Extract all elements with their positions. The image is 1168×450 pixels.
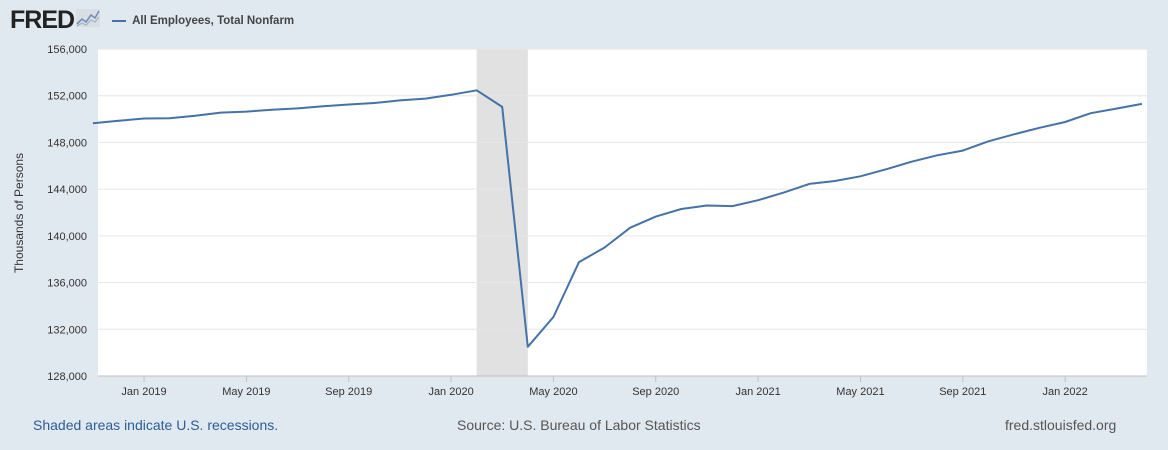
- data-point[interactable]: [808, 183, 810, 185]
- data-point[interactable]: [552, 316, 554, 318]
- plot-background: [98, 49, 1147, 376]
- y-axis: 128,000 132,000 136,000 140,000 144,000 148,0…: [47, 44, 87, 383]
- data-point[interactable]: [527, 346, 529, 348]
- data-point[interactable]: [348, 103, 350, 105]
- x-tick-label: May 2020: [529, 386, 577, 398]
- data-point[interactable]: [987, 140, 989, 142]
- legend-swatch: [112, 20, 127, 22]
- data-point[interactable]: [604, 247, 606, 249]
- data-point[interactable]: [732, 205, 734, 207]
- data-point[interactable]: [450, 94, 452, 96]
- data-point[interactable]: [373, 102, 375, 104]
- source-note: Source: U.S. Bureau of Labor Statistics: [457, 417, 701, 433]
- data-point[interactable]: [92, 122, 94, 124]
- x-tick-label: Jan 2021: [735, 386, 780, 398]
- data-point[interactable]: [885, 168, 887, 170]
- data-point[interactable]: [962, 150, 964, 152]
- data-point[interactable]: [706, 204, 708, 206]
- data-point[interactable]: [911, 161, 913, 163]
- data-point[interactable]: [1090, 112, 1092, 114]
- data-point[interactable]: [1039, 127, 1041, 129]
- data-point[interactable]: [399, 99, 401, 101]
- data-point[interactable]: [143, 117, 145, 119]
- x-tick-label: Jan 2020: [428, 386, 473, 398]
- grid-layer: [98, 48, 1147, 377]
- data-point[interactable]: [322, 105, 324, 107]
- data-point[interactable]: [271, 109, 273, 111]
- y-tick-label: 136,000: [47, 278, 87, 290]
- legend[interactable]: All Employees, Total Nonfarm: [112, 15, 294, 27]
- x-tick-label: Sep 2019: [325, 386, 372, 398]
- y-tick-label: 156,000: [47, 44, 87, 56]
- data-point[interactable]: [1141, 103, 1143, 105]
- data-point[interactable]: [629, 227, 631, 229]
- data-point[interactable]: [680, 208, 682, 210]
- data-point[interactable]: [578, 261, 580, 263]
- data-point[interactable]: [936, 154, 938, 156]
- x-tick-label: Jan 2022: [1042, 386, 1087, 398]
- data-point[interactable]: [834, 180, 836, 182]
- data-point[interactable]: [297, 107, 299, 109]
- site-url[interactable]: fred.stlouisfed.org: [1005, 417, 1117, 433]
- x-tick-label: May 2019: [222, 386, 270, 398]
- data-point[interactable]: [655, 216, 657, 218]
- data-point[interactable]: [1013, 133, 1015, 135]
- x-tick-label: Sep 2020: [632, 386, 679, 398]
- recession-shading: [476, 49, 528, 376]
- y-tick-label: 144,000: [47, 184, 87, 196]
- x-tick-label: May 2021: [836, 386, 884, 398]
- fred-logo-graph-icon: [76, 9, 101, 27]
- legend-label: All Employees, Total Nonfarm: [132, 15, 295, 27]
- recession-shading-layer: [476, 49, 528, 376]
- data-point[interactable]: [1115, 108, 1117, 110]
- y-axis-label: Thousands of Persons: [12, 153, 26, 273]
- data-point[interactable]: [476, 89, 478, 91]
- chart-header: FRED All Employees, Total Nonfarm: [10, 6, 294, 34]
- data-point[interactable]: [220, 112, 222, 114]
- y-tick-label: 140,000: [47, 231, 87, 243]
- y-tick-label: 128,000: [47, 371, 87, 383]
- fred-logo[interactable]: FRED: [10, 5, 75, 34]
- data-point[interactable]: [1064, 121, 1066, 123]
- x-tick-label: Sep 2021: [939, 386, 986, 398]
- series-layer: [92, 89, 1143, 348]
- data-point[interactable]: [783, 192, 785, 194]
- data-point[interactable]: [501, 106, 503, 108]
- data-point[interactable]: [424, 98, 426, 100]
- data-point[interactable]: [169, 117, 171, 119]
- x-axis: Jan 2019 May 2019 Sep 2019 Jan 2020 May 2020…: [121, 376, 1088, 398]
- x-tick-label: Jan 2019: [121, 386, 166, 398]
- recession-note-link[interactable]: Shaded areas indicate U.S. recessions.: [33, 417, 279, 433]
- data-point[interactable]: [859, 175, 861, 177]
- series-line[interactable]: [92, 89, 1143, 348]
- data-point[interactable]: [757, 199, 759, 201]
- data-point[interactable]: [245, 111, 247, 113]
- data-point[interactable]: [194, 115, 196, 117]
- data-point[interactable]: [117, 120, 119, 122]
- y-tick-label: 148,000: [47, 137, 87, 149]
- y-tick-label: 132,000: [47, 324, 87, 336]
- y-tick-label: 152,000: [47, 91, 87, 103]
